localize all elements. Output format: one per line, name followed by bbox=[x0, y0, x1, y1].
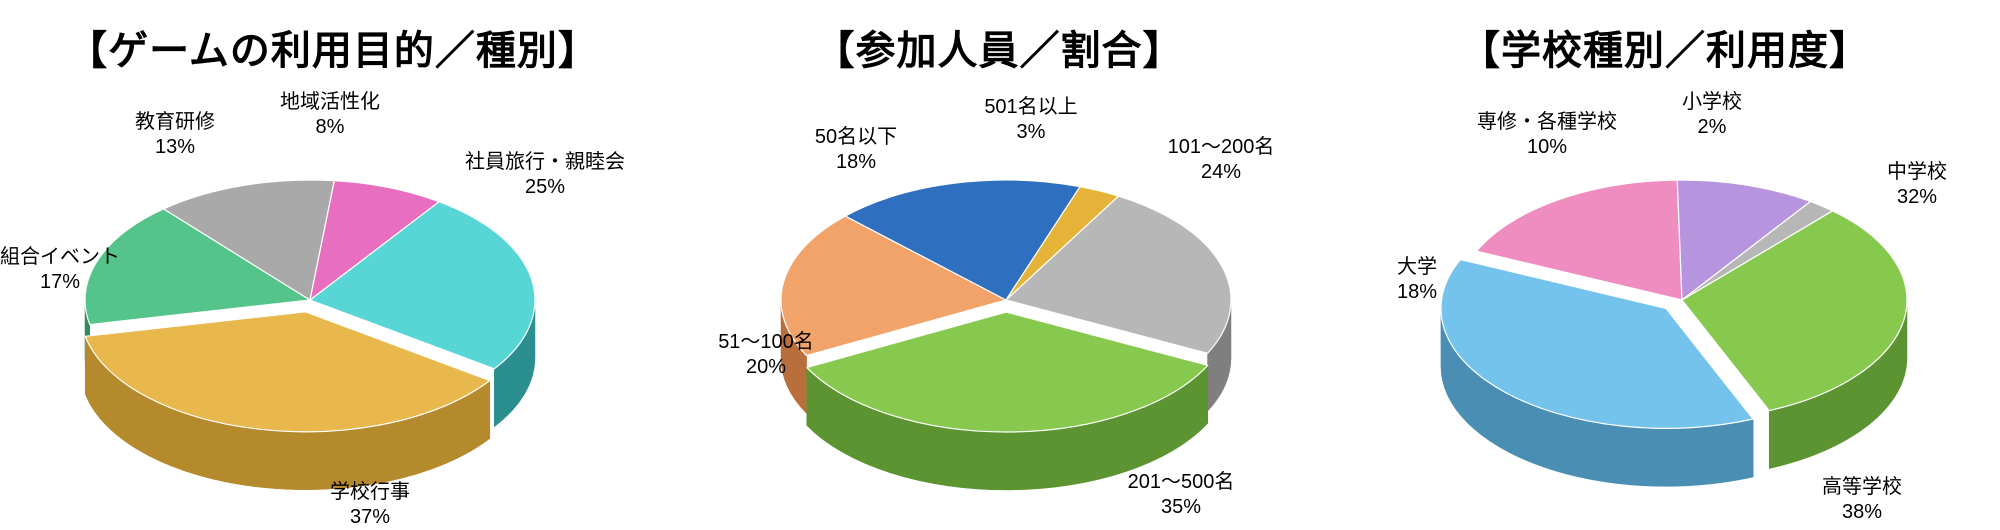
slice-label-name: 学校行事 bbox=[330, 480, 410, 505]
slice-label-pct: 18% bbox=[815, 150, 897, 175]
slice-label-name: 教育研修 bbox=[135, 110, 215, 135]
slice-label: 学校行事37% bbox=[330, 480, 410, 530]
slice-label-pct: 32% bbox=[1887, 185, 1947, 210]
slice-label-pct: 8% bbox=[280, 115, 380, 140]
slice-label-name: 小学校 bbox=[1682, 90, 1742, 115]
slice-label: 組合イベント17% bbox=[0, 245, 120, 295]
slice-label-pct: 35% bbox=[1128, 495, 1235, 520]
slice-label-name: 201〜500名 bbox=[1128, 470, 1235, 495]
chart-school: 【学校種別／利用度】中学校32%高等学校38%大学18%専修・各種学校10%小学… bbox=[1332, 0, 1998, 528]
slice-label-pct: 13% bbox=[135, 135, 215, 160]
slice-label: 社員旅行・親睦会25% bbox=[465, 150, 625, 200]
slice-label-pct: 17% bbox=[0, 270, 120, 295]
slice-label: 51〜100名20% bbox=[718, 330, 814, 380]
slice-label-name: 大学 bbox=[1397, 255, 1437, 280]
slice-label: 50名以下18% bbox=[815, 125, 897, 175]
chart-participants: 【参加人員／割合】101〜200名24%201〜500名35%51〜100名20… bbox=[666, 0, 1332, 528]
slice-label: 地域活性化8% bbox=[280, 90, 380, 140]
slice-label-pct: 3% bbox=[984, 120, 1077, 145]
slice-label-name: 社員旅行・親睦会 bbox=[465, 150, 625, 175]
slice-label-pct: 38% bbox=[1822, 500, 1902, 525]
slice-label: 専修・各種学校10% bbox=[1477, 110, 1617, 160]
slice-label-name: 501名以上 bbox=[984, 95, 1077, 120]
slice-label: 501名以上3% bbox=[984, 95, 1077, 145]
slice-label-name: 50名以下 bbox=[815, 125, 897, 150]
slice-label: 高等学校38% bbox=[1822, 475, 1902, 525]
slice-label: 教育研修13% bbox=[135, 110, 215, 160]
slice-label-name: 地域活性化 bbox=[280, 90, 380, 115]
slice-label-name: 専修・各種学校 bbox=[1477, 110, 1617, 135]
slice-label: 中学校32% bbox=[1887, 160, 1947, 210]
slice-label-pct: 10% bbox=[1477, 135, 1617, 160]
slice-label-name: 高等学校 bbox=[1822, 475, 1902, 500]
slice-label-name: 中学校 bbox=[1887, 160, 1947, 185]
slice-label-pct: 37% bbox=[330, 505, 410, 530]
slice-label-pct: 18% bbox=[1397, 280, 1437, 305]
slice-label: 大学18% bbox=[1397, 255, 1437, 305]
slice-label-name: 101〜200名 bbox=[1168, 135, 1275, 160]
slice-label: 小学校2% bbox=[1682, 90, 1742, 140]
slice-label-name: 組合イベント bbox=[0, 245, 120, 270]
pie-chart bbox=[666, 0, 1332, 528]
slice-label: 101〜200名24% bbox=[1168, 135, 1275, 185]
slice-label-name: 51〜100名 bbox=[718, 330, 814, 355]
charts-stage: 【ゲームの利用目的／種別】社員旅行・親睦会25%学校行事37%組合イベント17%… bbox=[0, 0, 2000, 528]
chart-purpose: 【ゲームの利用目的／種別】社員旅行・親睦会25%学校行事37%組合イベント17%… bbox=[0, 0, 666, 528]
slice-label-pct: 24% bbox=[1168, 160, 1275, 185]
slice-label-pct: 20% bbox=[718, 355, 814, 380]
slice-label-pct: 2% bbox=[1682, 115, 1742, 140]
slice-label-pct: 25% bbox=[465, 175, 625, 200]
slice-label: 201〜500名35% bbox=[1128, 470, 1235, 520]
